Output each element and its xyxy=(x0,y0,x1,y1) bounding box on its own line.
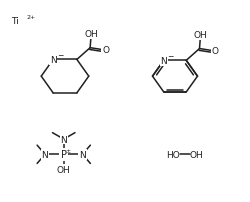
Text: N: N xyxy=(79,150,86,159)
Text: HO: HO xyxy=(166,150,180,159)
Text: OH: OH xyxy=(190,150,204,159)
Text: N: N xyxy=(50,56,56,65)
Text: −: − xyxy=(168,52,174,61)
Text: OH: OH xyxy=(84,30,98,39)
Text: N: N xyxy=(160,57,167,65)
Text: OH: OH xyxy=(57,165,71,174)
Text: OH: OH xyxy=(194,31,207,40)
Text: ±: ± xyxy=(66,148,71,153)
Text: 2+: 2+ xyxy=(27,15,36,20)
Text: −: − xyxy=(57,51,63,60)
Text: Ti: Ti xyxy=(11,17,19,26)
Text: P: P xyxy=(61,149,67,160)
Text: O: O xyxy=(102,46,109,55)
Text: O: O xyxy=(212,47,218,56)
Text: N: N xyxy=(60,135,67,144)
Text: N: N xyxy=(42,150,48,159)
